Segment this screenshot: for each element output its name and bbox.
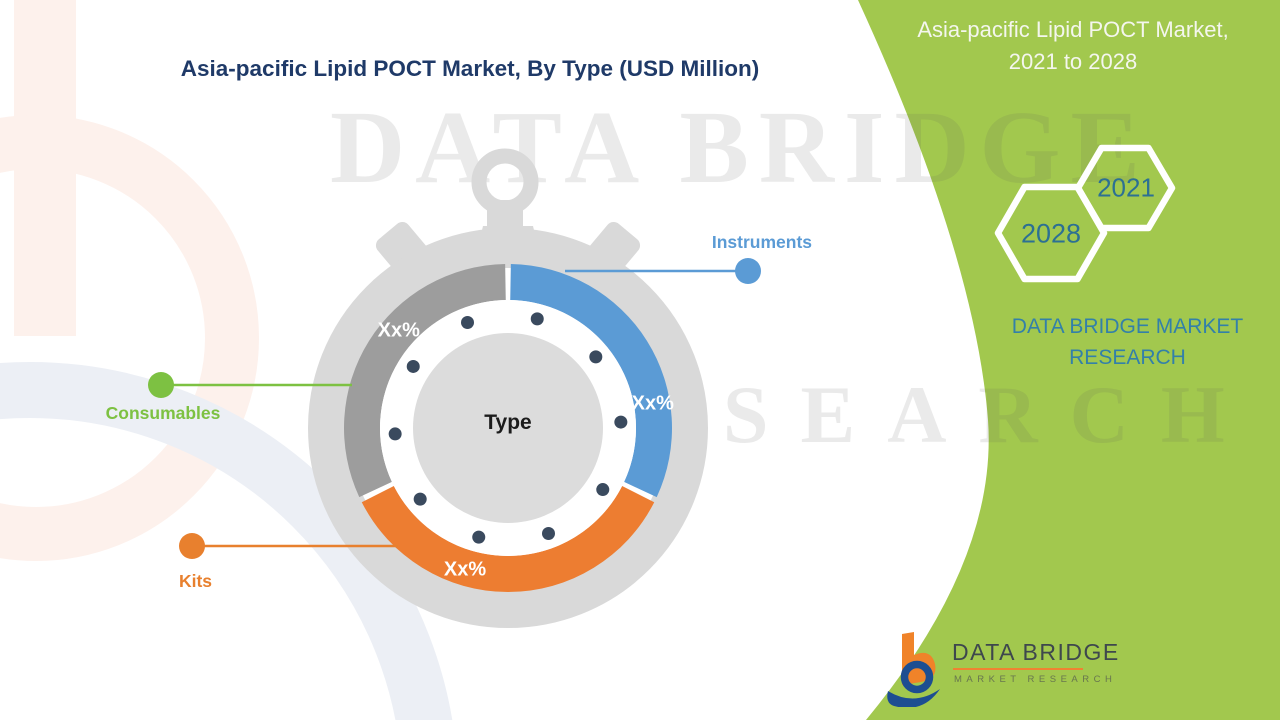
tick-dot <box>614 415 628 429</box>
dbmr-logo-icon <box>887 632 940 707</box>
donut-segment-consumables <box>344 264 506 498</box>
segment-value-labels: Xx% Xx% Xx% <box>378 320 674 581</box>
donut-segments <box>344 264 672 592</box>
tick-dot <box>413 492 427 506</box>
watermark-swoosh <box>0 362 453 720</box>
hexagon-2028 <box>994 183 1108 283</box>
segment-value-instruments: Xx% <box>632 392 674 414</box>
kits-bullet <box>179 533 205 559</box>
brand-text: DATA BRIDGE MARKET RESEARCH <box>1011 315 1244 369</box>
watermark-b-bowl <box>0 115 259 561</box>
tick-dot <box>388 427 402 441</box>
donut-segment-kits <box>361 485 655 592</box>
tick-dot <box>406 359 420 373</box>
legend-label-instruments: Instruments <box>711 232 812 252</box>
tick-dot <box>461 316 475 330</box>
year-2021: 2021 <box>1097 172 1155 203</box>
tick-dots <box>388 312 628 544</box>
side-panel-heading-line1: Asia-pacific Lipid POCT Market, <box>917 17 1229 42</box>
green-side-band <box>858 0 1280 720</box>
tick-dot <box>530 312 544 326</box>
logo-underline <box>953 668 1083 670</box>
side-panel-heading-line2: 2021 to 2028 <box>1008 49 1138 74</box>
tick-dot <box>472 530 486 544</box>
center-face <box>413 333 603 523</box>
logo-subtitle: MARKET RESEARCH <box>954 674 1117 685</box>
dbmr-logo: DATA BRIDGE MARKET RESEARCH <box>886 629 1126 711</box>
consumables-bullet <box>148 372 174 398</box>
tick-dot <box>596 483 610 497</box>
tick-dot <box>541 526 555 540</box>
tick-dot <box>589 350 603 364</box>
donut-segment-instruments <box>510 264 672 498</box>
donut-center-label: Type <box>484 411 532 434</box>
stopwatch-bezel-ring <box>308 228 708 628</box>
year-2028: 2028 <box>1020 218 1082 249</box>
legend-label-kits: Kits <box>178 571 213 591</box>
segment-value-kits: Xx% <box>444 559 486 581</box>
instruments-bullet <box>735 258 761 284</box>
page-title: Asia-pacific Lipid POCT Market, By Type … <box>180 56 760 81</box>
legend-label-consumables: Consumables <box>105 403 221 423</box>
logo-title: DATA BRIDGE <box>952 639 1120 665</box>
segment-value-consumables: Xx% <box>378 320 420 342</box>
